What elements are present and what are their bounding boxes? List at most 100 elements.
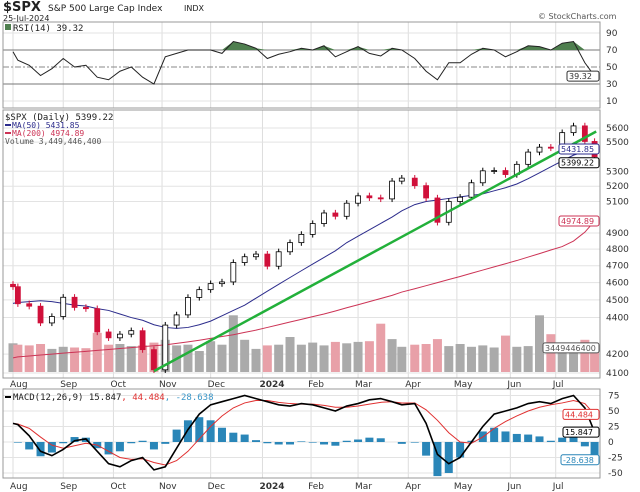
price-plot <box>10 122 598 373</box>
candle-body <box>502 170 509 175</box>
rsi-value-tag-box <box>566 70 600 82</box>
macd-histogram-bar <box>546 440 555 442</box>
candle-body <box>48 316 55 324</box>
volume-bar <box>70 347 80 372</box>
candle-body <box>309 223 316 235</box>
volume-bar <box>330 341 340 372</box>
candle-body <box>219 281 225 285</box>
macd-histogram-bar <box>410 442 419 443</box>
macd-histogram-bar <box>149 442 158 450</box>
volume-bar <box>319 345 329 372</box>
volume-bar <box>590 347 600 372</box>
volume-bar <box>455 344 465 372</box>
candle-body <box>162 324 169 371</box>
macd-histogram-bar <box>217 427 226 442</box>
volume-bar <box>353 341 363 372</box>
price-tick-label: 4900 <box>606 229 629 239</box>
candle-body <box>287 242 293 253</box>
macd-value-tag: 15.847 <box>565 428 593 437</box>
price-tick-label: 4800 <box>606 245 629 255</box>
price-tick-label: 4400 <box>606 314 629 324</box>
volume-bar <box>376 323 386 372</box>
macd-tick-label: -50 <box>608 469 623 479</box>
price-tick-label: 5200 <box>606 182 629 192</box>
candle-body <box>332 212 339 217</box>
volume-bar <box>364 341 374 372</box>
macd-histogram-bar <box>569 437 578 442</box>
rsi-value-tag: 39.32 <box>569 72 592 81</box>
rsi-panel <box>2 21 601 109</box>
x-tick-label: Oct <box>110 482 126 492</box>
x-tick-label: Jul <box>552 380 564 390</box>
macd-histogram-bar <box>13 442 22 443</box>
volume-bar <box>523 346 533 372</box>
x-tick-label: Mar <box>355 380 372 390</box>
volume-bar <box>240 339 250 372</box>
macd-histogram-bar <box>127 442 136 444</box>
volume-bar <box>104 344 114 372</box>
macd-panel <box>2 388 601 479</box>
volume-bar <box>47 348 57 372</box>
hist-value-tag-box <box>560 454 600 466</box>
volume-value-tag-box <box>542 342 600 354</box>
macd-histogram-bar <box>240 434 249 442</box>
x-tick-label: Dec <box>208 482 225 492</box>
candle-body <box>468 182 475 198</box>
candle-body <box>434 197 441 223</box>
candle-body <box>398 177 405 182</box>
price-tick-label: 4200 <box>606 350 629 360</box>
candle-body <box>366 195 373 199</box>
volume-bar <box>410 344 420 372</box>
ma50-legend: MA(50) 5431.85 <box>12 121 80 130</box>
candle-body <box>196 289 203 298</box>
ma200-value-tag-box <box>558 215 600 227</box>
close-value-tag: 5399.22 <box>561 159 594 168</box>
axis-labels: Aug Aug Sep Sep Oct Oct Nov Nov Dec Dec 2024 2024 Fe… <box>10 29 629 492</box>
macd-histogram-bar <box>422 442 431 456</box>
macd-histogram-bar <box>47 442 56 453</box>
candle-body <box>207 283 214 291</box>
volume-bar <box>387 339 397 372</box>
macd-histogram-bar <box>104 442 113 455</box>
price-legend: $SPX (Daily) 5399.22 <box>5 113 113 123</box>
macd-histogram-bar <box>206 420 215 442</box>
volume-bar <box>92 332 102 372</box>
macd-histogram-bar <box>263 442 272 444</box>
candle-body <box>275 251 282 267</box>
x-tick-label: Jul <box>552 482 564 492</box>
macd-histogram-bar <box>512 433 521 442</box>
macd-histogram-bar <box>365 437 374 442</box>
macd-histogram-bar <box>36 442 45 457</box>
candle-body <box>230 262 237 283</box>
candle-body <box>377 197 384 200</box>
x-tick-label: Aug <box>10 482 28 492</box>
macd-histogram-bar <box>297 441 306 442</box>
macd-legend-hist: , -28.638 <box>165 393 214 403</box>
price-tick-label: 5500 <box>606 138 629 148</box>
volume-bar <box>397 346 407 372</box>
macd-histogram-bar <box>172 429 181 442</box>
candle-body <box>26 303 33 307</box>
macd-legend: MACD(12,26,9) 15.847, 44.484, -28.638 <box>13 393 214 403</box>
macd-histogram-bar <box>70 437 79 442</box>
x-tick-label: 2024 <box>259 380 284 390</box>
macd-histogram-bar <box>308 442 317 443</box>
macd-tick-label: 50 <box>608 407 620 417</box>
volume-bar <box>535 315 544 372</box>
macd-histogram-bar <box>252 440 260 442</box>
candle-body <box>14 286 21 305</box>
candle-body <box>525 151 532 165</box>
signal-value-tag-box <box>562 408 600 420</box>
volume-bar <box>500 335 510 372</box>
macd-histogram-bar <box>25 442 34 450</box>
ma200-value-tag: 4974.89 <box>561 217 594 226</box>
macd-histogram-bar <box>490 427 499 442</box>
macd-tick-label: -25 <box>608 454 623 464</box>
volume-bar <box>478 345 488 372</box>
candle-body <box>423 185 430 199</box>
x-tick-label: May <box>454 380 473 390</box>
macd-histogram-bar <box>195 417 204 442</box>
macd-histogram-bar <box>580 442 589 447</box>
candle-body <box>241 256 248 263</box>
rsi-tick-label: 70 <box>606 46 618 56</box>
